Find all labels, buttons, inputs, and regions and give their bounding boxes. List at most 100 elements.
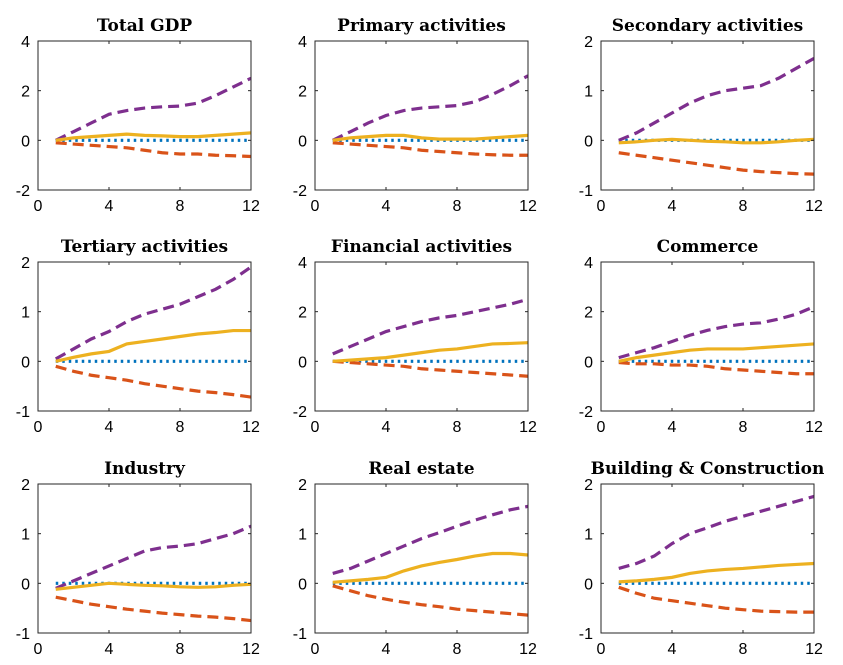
x-tick-label: 4 xyxy=(668,419,677,436)
subplot-title: Total GDP xyxy=(97,16,193,36)
axes-box xyxy=(600,40,815,191)
upper-band-line xyxy=(618,494,814,570)
y-tick-label: -1 xyxy=(579,183,593,200)
y-tick-label: 2 xyxy=(21,84,30,101)
response-line xyxy=(332,551,528,584)
lower-band-line xyxy=(332,584,528,617)
lower-band-line xyxy=(55,141,251,159)
y-tick-label: 2 xyxy=(298,477,307,494)
axes-box xyxy=(600,483,815,634)
y-tick-label: 1 xyxy=(298,527,307,544)
lower-band-line xyxy=(55,595,251,623)
y-tick-label: 2 xyxy=(584,477,593,494)
y-tick-label: 0 xyxy=(584,576,593,593)
y-tick-label: 1 xyxy=(584,84,593,101)
y-tick-label: 2 xyxy=(584,34,593,51)
lower-band-line xyxy=(618,360,814,376)
axes-box xyxy=(37,261,252,412)
response-line xyxy=(618,561,814,584)
x-tick-label: 8 xyxy=(453,419,462,436)
y-tick-label: -1 xyxy=(16,404,30,421)
y-tick-label: 1 xyxy=(21,527,30,544)
x-tick-label: 12 xyxy=(519,198,537,215)
x-tick-label: 12 xyxy=(242,641,260,658)
y-tick-label: 0 xyxy=(21,133,30,150)
x-tick-label: 0 xyxy=(311,198,320,215)
subplot-title: Commerce xyxy=(657,237,759,257)
x-tick-label: 0 xyxy=(34,641,43,658)
upper-band-line xyxy=(55,76,251,142)
y-tick-label: -1 xyxy=(579,626,593,643)
y-tick-label: -2 xyxy=(579,404,593,421)
y-tick-label: 1 xyxy=(584,527,593,544)
response-line xyxy=(618,137,814,145)
x-tick-label: 8 xyxy=(453,641,462,658)
x-tick-label: 0 xyxy=(34,198,43,215)
x-tick-label: 12 xyxy=(242,419,260,436)
upper-band-line xyxy=(618,56,814,142)
lower-band-line xyxy=(332,141,528,157)
subplot-title: Financial activities xyxy=(331,237,512,257)
y-tick-label: 4 xyxy=(21,34,30,51)
upper-band-line xyxy=(55,524,251,590)
x-tick-label: 0 xyxy=(311,419,320,436)
y-tick-label: -1 xyxy=(293,626,307,643)
y-tick-label: 2 xyxy=(584,305,593,322)
y-tick-label: 0 xyxy=(584,133,593,150)
subplot-title: Building & Construction xyxy=(591,459,825,479)
x-tick-label: 0 xyxy=(597,419,606,436)
x-tick-label: 4 xyxy=(668,641,677,658)
axes-box xyxy=(314,261,529,412)
x-tick-label: 8 xyxy=(176,641,185,658)
y-tick-label: -2 xyxy=(16,183,30,200)
response-line xyxy=(55,131,251,142)
y-tick-label: 4 xyxy=(298,34,307,51)
y-tick-label: -2 xyxy=(293,183,307,200)
y-tick-label: 0 xyxy=(298,133,307,150)
x-tick-label: 12 xyxy=(242,198,260,215)
lower-band-line xyxy=(618,585,814,614)
x-tick-label: 12 xyxy=(805,641,823,658)
x-tick-label: 4 xyxy=(105,641,114,658)
subplot-title: Tertiary activities xyxy=(61,237,228,257)
subplot-title: Secondary activities xyxy=(612,16,804,36)
x-tick-label: 8 xyxy=(176,198,185,215)
y-tick-label: 2 xyxy=(21,255,30,272)
y-tick-label: 4 xyxy=(584,255,593,272)
x-tick-label: 12 xyxy=(519,641,537,658)
x-tick-label: 8 xyxy=(176,419,185,436)
y-tick-label: 2 xyxy=(298,305,307,322)
axes-box xyxy=(37,40,252,191)
x-tick-label: 12 xyxy=(805,419,823,436)
axes-box xyxy=(600,261,815,412)
x-tick-label: 8 xyxy=(739,198,748,215)
x-tick-label: 8 xyxy=(453,198,462,215)
y-tick-label: 1 xyxy=(21,305,30,322)
response-line xyxy=(55,328,251,363)
y-tick-label: 2 xyxy=(21,477,30,494)
upper-band-line xyxy=(332,297,528,356)
upper-band-line xyxy=(332,504,528,575)
subplot-title: Primary activities xyxy=(337,16,506,36)
y-tick-label: 0 xyxy=(21,576,30,593)
y-tick-label: 2 xyxy=(298,84,307,101)
subplot-title: Real estate xyxy=(368,459,474,479)
y-tick-label: 4 xyxy=(298,255,307,272)
y-tick-label: -2 xyxy=(293,404,307,421)
response-line xyxy=(618,342,814,363)
axes-box xyxy=(37,483,252,634)
x-tick-label: 0 xyxy=(311,641,320,658)
x-tick-label: 8 xyxy=(739,641,748,658)
upper-band-line xyxy=(332,74,528,142)
x-tick-label: 4 xyxy=(105,198,114,215)
y-tick-label: -1 xyxy=(16,626,30,643)
y-tick-label: 0 xyxy=(584,354,593,371)
